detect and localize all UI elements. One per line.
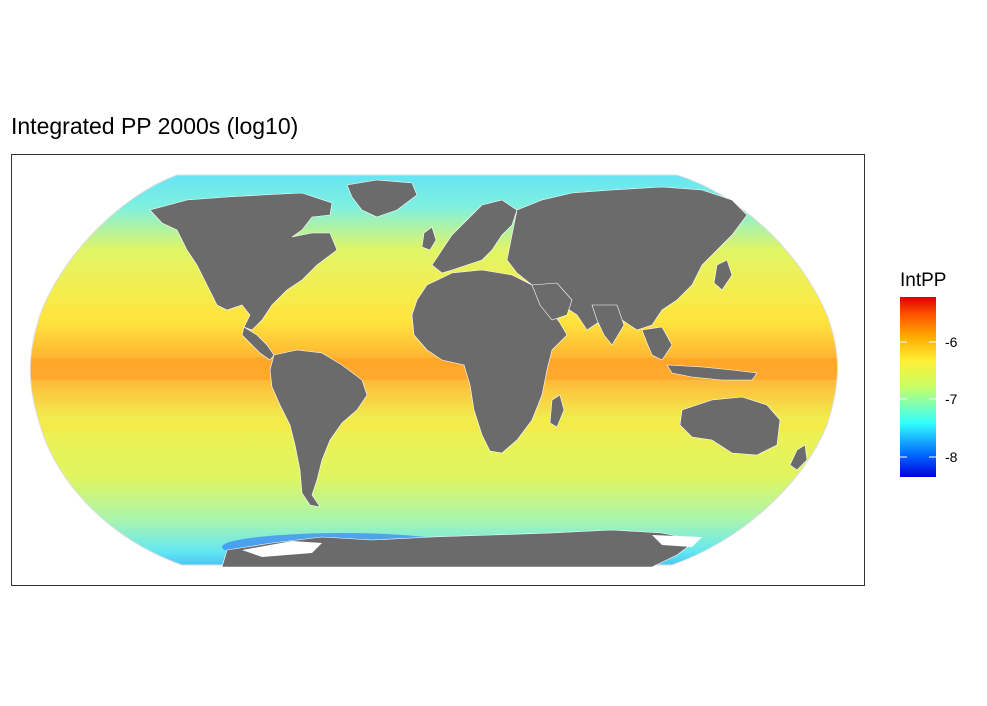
land-layer <box>149 179 808 568</box>
southeast-asia <box>641 326 673 361</box>
british-isles <box>421 226 437 251</box>
india <box>591 304 625 346</box>
europe <box>431 199 518 274</box>
legend-tick-label: -8 <box>945 449 958 465</box>
madagascar <box>549 394 565 428</box>
legend-tick-label: -6 <box>945 334 958 350</box>
legend-gradient <box>900 297 936 477</box>
map-panel <box>11 154 865 586</box>
globe-outline <box>29 174 838 566</box>
legend-tick-label: -7 <box>945 391 958 407</box>
australia <box>679 396 781 456</box>
arabian-peninsula <box>531 282 573 321</box>
equatorial-band <box>30 358 838 380</box>
plot-title: Integrated PP 2000s (log10) <box>11 113 299 139</box>
central-america <box>241 326 275 361</box>
subtropical-band-south <box>30 420 838 432</box>
legend-colorbar <box>900 297 936 477</box>
legend-title: IntPP <box>900 270 947 291</box>
sea-ice <box>242 535 702 557</box>
new-zealand <box>789 444 808 471</box>
south-america <box>269 349 368 508</box>
north-america <box>149 192 338 331</box>
world-map <box>29 174 838 568</box>
japan <box>713 259 733 291</box>
indonesia <box>666 364 758 381</box>
antarctica <box>221 529 698 568</box>
greenland <box>346 179 418 218</box>
